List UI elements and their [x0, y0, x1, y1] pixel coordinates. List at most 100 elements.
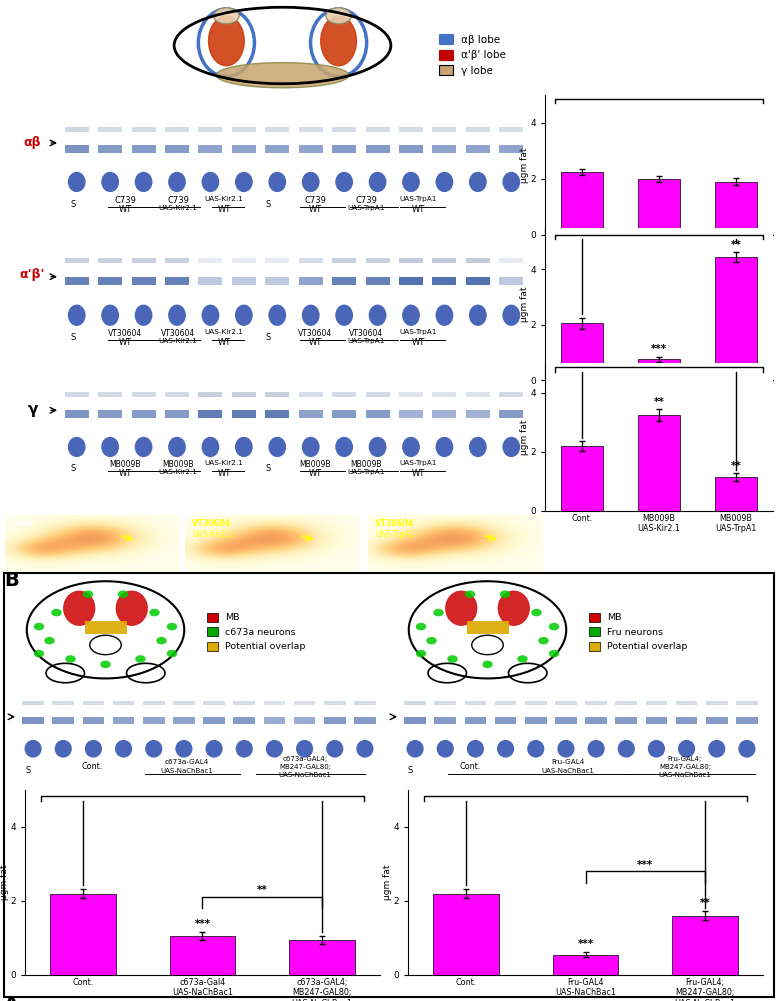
Bar	[399, 127, 423, 132]
Bar	[299, 276, 323, 285]
Bar	[198, 127, 223, 132]
Bar	[98, 127, 122, 132]
Bar	[265, 127, 289, 132]
Bar	[715, 182, 757, 235]
Ellipse shape	[117, 591, 128, 598]
Bar	[399, 145, 423, 153]
Bar	[233, 717, 255, 724]
Text: MB247-GAL80;: MB247-GAL80;	[279, 764, 331, 770]
Bar	[198, 145, 223, 153]
Bar	[464, 701, 486, 706]
Bar	[98, 145, 122, 153]
Text: Cont.: Cont.	[12, 519, 36, 528]
Bar	[265, 258, 289, 262]
Ellipse shape	[202, 172, 219, 192]
Text: UAS-TrpA1: UAS-TrpA1	[375, 531, 414, 540]
Bar	[299, 392, 323, 397]
Bar	[203, 717, 225, 724]
Bar	[131, 392, 156, 397]
Ellipse shape	[100, 661, 110, 669]
Bar	[366, 276, 390, 285]
Bar	[676, 701, 697, 706]
Bar	[433, 258, 457, 262]
Text: S: S	[265, 333, 271, 342]
Text: Cont.: Cont.	[82, 762, 103, 771]
Bar	[65, 410, 89, 418]
Ellipse shape	[678, 740, 696, 758]
Ellipse shape	[402, 172, 420, 192]
Bar	[366, 410, 390, 418]
Bar	[85, 622, 127, 635]
Text: VT30604: VT30604	[192, 519, 231, 528]
Ellipse shape	[235, 172, 253, 192]
Bar	[98, 392, 122, 397]
Bar	[706, 717, 727, 724]
Bar	[52, 717, 74, 724]
Bar	[615, 701, 637, 706]
Bar	[165, 145, 189, 153]
Ellipse shape	[618, 740, 635, 758]
Bar	[464, 717, 486, 724]
Ellipse shape	[302, 304, 320, 326]
Text: UAS-TrpA1: UAS-TrpA1	[399, 460, 436, 466]
Text: UAS-TrpA1: UAS-TrpA1	[347, 469, 384, 475]
Ellipse shape	[202, 304, 219, 326]
Text: C739: C739	[304, 196, 326, 205]
Y-axis label: µgm fat: µgm fat	[0, 865, 9, 900]
Bar	[131, 410, 156, 418]
Ellipse shape	[51, 609, 61, 617]
Bar	[332, 145, 356, 153]
Bar	[332, 127, 356, 132]
Ellipse shape	[202, 436, 219, 457]
Text: UAS-TrpA1: UAS-TrpA1	[347, 338, 384, 344]
Ellipse shape	[469, 172, 487, 192]
Ellipse shape	[548, 623, 559, 631]
Text: αβ: αβ	[24, 136, 41, 149]
Text: S: S	[26, 766, 30, 775]
Bar	[294, 717, 315, 724]
Ellipse shape	[531, 609, 541, 617]
Bar	[165, 276, 189, 285]
Bar	[366, 145, 390, 153]
Text: C739: C739	[355, 196, 377, 205]
Bar	[294, 701, 315, 706]
Bar	[65, 145, 89, 153]
Bar	[499, 127, 524, 132]
Ellipse shape	[266, 740, 283, 758]
Text: S: S	[408, 766, 412, 775]
Text: MB009B: MB009B	[300, 460, 331, 469]
Text: WT: WT	[412, 205, 425, 214]
Text: α'β': α'β'	[19, 268, 45, 281]
Ellipse shape	[135, 304, 152, 326]
Text: S: S	[70, 333, 75, 342]
Ellipse shape	[101, 436, 119, 457]
Ellipse shape	[82, 591, 93, 598]
Bar	[495, 701, 517, 706]
Bar	[65, 276, 89, 285]
Ellipse shape	[469, 436, 487, 457]
Bar	[615, 717, 637, 724]
Bar	[466, 145, 490, 153]
Bar	[233, 701, 255, 706]
Bar	[638, 414, 680, 511]
Text: UAS-Kir2.1: UAS-Kir2.1	[159, 338, 198, 344]
Bar	[289, 940, 355, 975]
Bar	[232, 145, 256, 153]
Ellipse shape	[235, 304, 253, 326]
Text: S: S	[70, 464, 75, 473]
Ellipse shape	[115, 740, 132, 758]
Bar	[467, 622, 509, 635]
Ellipse shape	[68, 436, 86, 457]
Bar	[165, 127, 189, 132]
Y-axis label: µgm fat: µgm fat	[383, 865, 392, 900]
Bar	[433, 894, 499, 975]
Bar	[555, 701, 576, 706]
Text: WT: WT	[217, 205, 230, 214]
Text: UAS-Kir2.1: UAS-Kir2.1	[205, 329, 244, 335]
Bar	[98, 258, 122, 262]
Bar	[264, 701, 286, 706]
Ellipse shape	[708, 740, 725, 758]
Bar	[65, 392, 89, 397]
Ellipse shape	[527, 740, 545, 758]
Ellipse shape	[321, 16, 356, 66]
